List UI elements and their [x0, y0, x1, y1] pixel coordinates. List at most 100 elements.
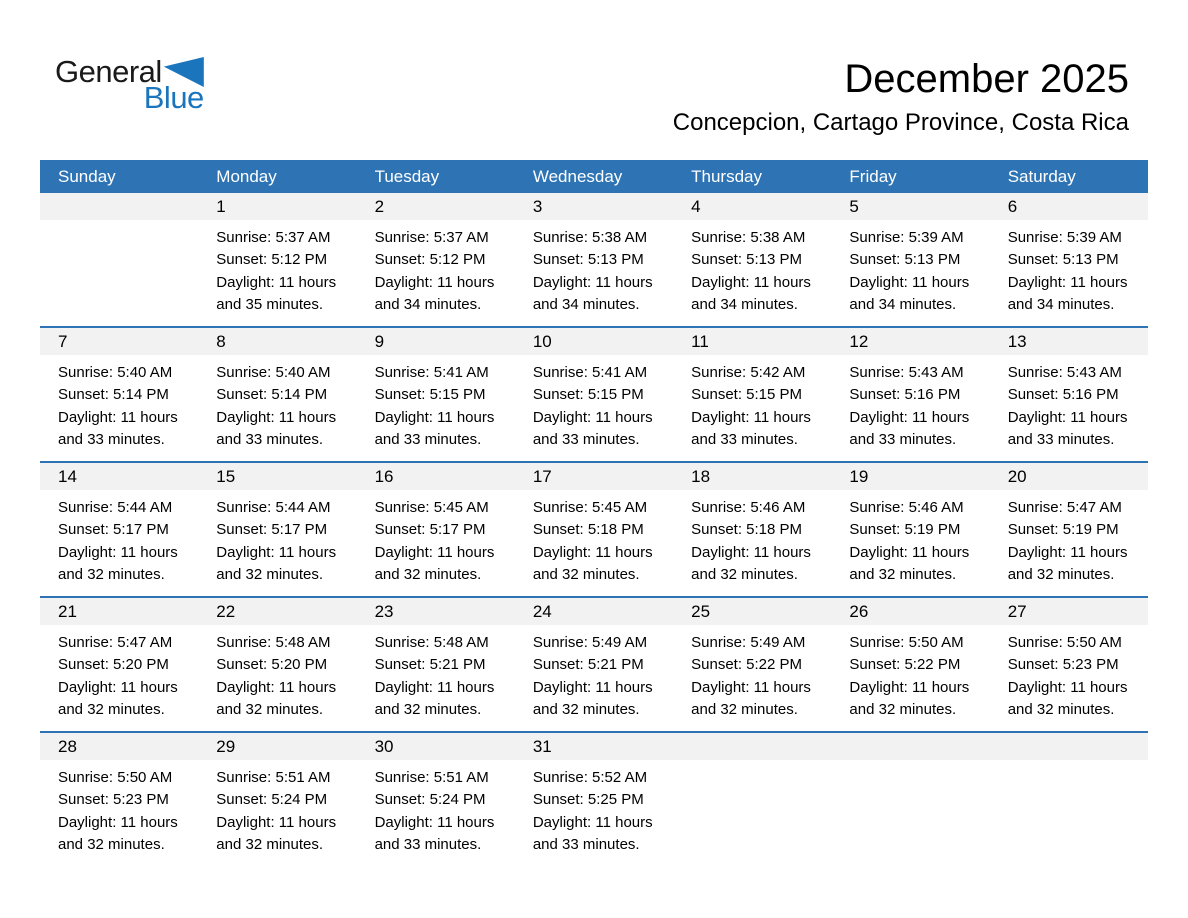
day-number-band: 11: [673, 328, 832, 355]
day-number-band: 31: [514, 733, 674, 760]
day-detail-line: Sunset: 5:25 PM: [532, 791, 644, 809]
day-detail-line: Daylight: 11 hours: [532, 273, 653, 291]
day-detail-line: and 34 minutes.: [374, 296, 482, 314]
day-detail-line: and 32 minutes.: [374, 566, 482, 584]
day-detail-line: Daylight: 11 hours: [374, 273, 495, 291]
calendar-day-cell: 2 Sunrise: 5:37 AM Sunset: 5:12 PM Daylight…: [356, 193, 515, 326]
day-number-band: 8: [198, 328, 357, 355]
day-details: Sunrise: 5:41 AM Sunset: 5:15 PM Daylight:…: [357, 355, 515, 452]
calendar-day-cell: 27 Sunrise: 5:50 AM Sunset: 5:23 PM Dayligh…: [989, 598, 1148, 731]
day-detail-line: Daylight: 11 hours: [58, 408, 178, 426]
day-number: 12: [849, 331, 869, 351]
calendar-day-cell: 12 Sunrise: 5:43 AM Sunset: 5:16 PM Dayligh…: [831, 328, 990, 461]
day-detail-line: Sunrise: 5:42 AM: [691, 364, 806, 381]
day-detail-line: and 32 minutes.: [216, 566, 324, 584]
day-detail-line: Sunrise: 5:44 AM: [216, 499, 331, 516]
day-number: 26: [849, 601, 869, 621]
day-detail-line: Daylight: 11 hours: [691, 408, 811, 426]
day-detail-line: Daylight: 11 hours: [691, 678, 811, 696]
day-detail-line: and 33 minutes.: [1007, 431, 1115, 449]
calendar-day-cell: 24 Sunrise: 5:49 AM Sunset: 5:21 PM Dayligh…: [514, 598, 674, 731]
day-detail-line: Sunset: 5:22 PM: [691, 656, 803, 674]
day-number: 30: [374, 736, 394, 756]
calendar-day-cell: 9 Sunrise: 5:41 AM Sunset: 5:15 PM Daylight…: [356, 328, 515, 461]
day-number-band: 7: [40, 328, 199, 355]
day-detail-line: Sunset: 5:15 PM: [374, 386, 486, 404]
calendar-day-cell: 25 Sunrise: 5:49 AM Sunset: 5:22 PM Dayligh…: [673, 598, 832, 731]
calendar-weeks: 1 Sunrise: 5:37 AM Sunset: 5:12 PM Daylight…: [40, 193, 1148, 866]
day-detail-line: Daylight: 11 hours: [216, 408, 337, 426]
day-detail-line: and 33 minutes.: [374, 836, 482, 854]
day-detail-line: and 32 minutes.: [216, 701, 324, 719]
day-details: Sunrise: 5:39 AM Sunset: 5:13 PM Daylight:…: [990, 220, 1148, 317]
calendar-day-cell: 14 Sunrise: 5:44 AM Sunset: 5:17 PM Dayligh…: [40, 463, 199, 596]
day-number: 29: [216, 736, 236, 756]
day-number: 17: [532, 466, 552, 486]
day-detail-line: Sunrise: 5:49 AM: [691, 634, 806, 651]
day-number: 7: [58, 331, 68, 351]
day-detail-line: Sunset: 5:13 PM: [849, 251, 961, 269]
day-detail-line: Daylight: 11 hours: [216, 273, 337, 291]
day-detail-line: Sunrise: 5:47 AM: [58, 634, 173, 651]
calendar-day-cell: 4 Sunrise: 5:38 AM Sunset: 5:13 PM Daylight…: [673, 193, 832, 326]
day-detail-line: and 34 minutes.: [849, 296, 957, 314]
day-detail-line: Sunrise: 5:38 AM: [691, 229, 806, 246]
day-detail-line: Sunset: 5:23 PM: [58, 791, 169, 809]
day-details: Sunrise: 5:51 AM Sunset: 5:24 PM Daylight:…: [357, 760, 515, 857]
day-number-band: 18: [673, 463, 832, 490]
day-detail-line: and 35 minutes.: [216, 296, 324, 314]
day-detail-line: Sunset: 5:13 PM: [532, 251, 644, 269]
day-detail-line: Sunrise: 5:39 AM: [1007, 229, 1122, 246]
day-details: Sunrise: 5:50 AM Sunset: 5:22 PM Daylight:…: [831, 625, 989, 722]
weekday-header-wednesday: Wednesday: [532, 166, 623, 186]
day-number-band: 29: [198, 733, 357, 760]
calendar-empty-cell: [989, 733, 1148, 866]
weekday-header-row: Sunday Monday Tuesday Wednesday Thursday Frid…: [40, 160, 1148, 193]
day-number-band: [40, 193, 199, 220]
day-number: 14: [58, 466, 77, 486]
day-details: Sunrise: 5:42 AM Sunset: 5:15 PM Daylight:…: [673, 355, 831, 452]
day-number-band: 14: [40, 463, 199, 490]
day-detail-line: Sunrise: 5:45 AM: [374, 499, 489, 516]
day-number-band: 1: [198, 193, 357, 220]
day-details: Sunrise: 5:52 AM Sunset: 5:25 PM Daylight:…: [515, 760, 673, 857]
day-number-band: [673, 733, 832, 760]
calendar-table: Sunday Monday Tuesday Wednesday Thursday Frid…: [40, 160, 1148, 866]
day-detail-line: Sunrise: 5:40 AM: [58, 364, 173, 381]
day-detail-line: and 32 minutes.: [216, 836, 324, 854]
day-number-band: [831, 733, 990, 760]
day-detail-line: Sunset: 5:23 PM: [1007, 656, 1119, 674]
day-detail-line: Sunrise: 5:43 AM: [1007, 364, 1122, 381]
calendar-day-cell: 6 Sunrise: 5:39 AM Sunset: 5:13 PM Daylight…: [989, 193, 1148, 326]
day-number: 5: [849, 196, 859, 216]
day-detail-line: Daylight: 11 hours: [374, 408, 495, 426]
calendar-day-cell: 13 Sunrise: 5:43 AM Sunset: 5:16 PM Dayligh…: [989, 328, 1148, 461]
day-detail-line: Sunrise: 5:48 AM: [374, 634, 489, 651]
day-detail-line: Sunrise: 5:43 AM: [849, 364, 964, 381]
day-details: Sunrise: 5:46 AM Sunset: 5:18 PM Daylight:…: [673, 490, 831, 587]
calendar-day-cell: 11 Sunrise: 5:42 AM Sunset: 5:15 PM Dayligh…: [673, 328, 832, 461]
day-detail-line: Sunrise: 5:38 AM: [532, 229, 648, 246]
day-details: Sunrise: 5:49 AM Sunset: 5:22 PM Daylight:…: [673, 625, 831, 722]
day-number-band: 27: [989, 598, 1148, 625]
day-detail-line: Sunset: 5:17 PM: [58, 521, 169, 539]
day-number: 16: [374, 466, 394, 486]
day-number: 22: [216, 601, 236, 621]
day-details: Sunrise: 5:46 AM Sunset: 5:19 PM Daylight:…: [831, 490, 989, 587]
week-row: 28 Sunrise: 5:50 AM Sunset: 5:23 PM Dayligh…: [40, 731, 1148, 866]
title-block: December 2025 Concepcion, Cartago Provin…: [673, 56, 1129, 138]
weekday-header-monday: Monday: [216, 166, 277, 186]
day-number-band: 25: [673, 598, 832, 625]
day-detail-line: Daylight: 11 hours: [532, 813, 653, 831]
day-number-band: 19: [831, 463, 990, 490]
calendar-day-cell: 29 Sunrise: 5:51 AM Sunset: 5:24 PM Dayligh…: [198, 733, 357, 866]
day-number: 21: [58, 601, 77, 621]
day-number: 2: [374, 196, 385, 216]
day-detail-line: Sunrise: 5:50 AM: [849, 634, 964, 651]
day-number-band: 21: [40, 598, 199, 625]
day-detail-line: Daylight: 11 hours: [849, 543, 970, 561]
day-detail-line: Daylight: 11 hours: [1007, 408, 1128, 426]
day-details: Sunrise: 5:43 AM Sunset: 5:16 PM Daylight:…: [990, 355, 1148, 452]
day-number-band: 20: [989, 463, 1148, 490]
day-detail-line: Sunrise: 5:50 AM: [58, 769, 173, 786]
